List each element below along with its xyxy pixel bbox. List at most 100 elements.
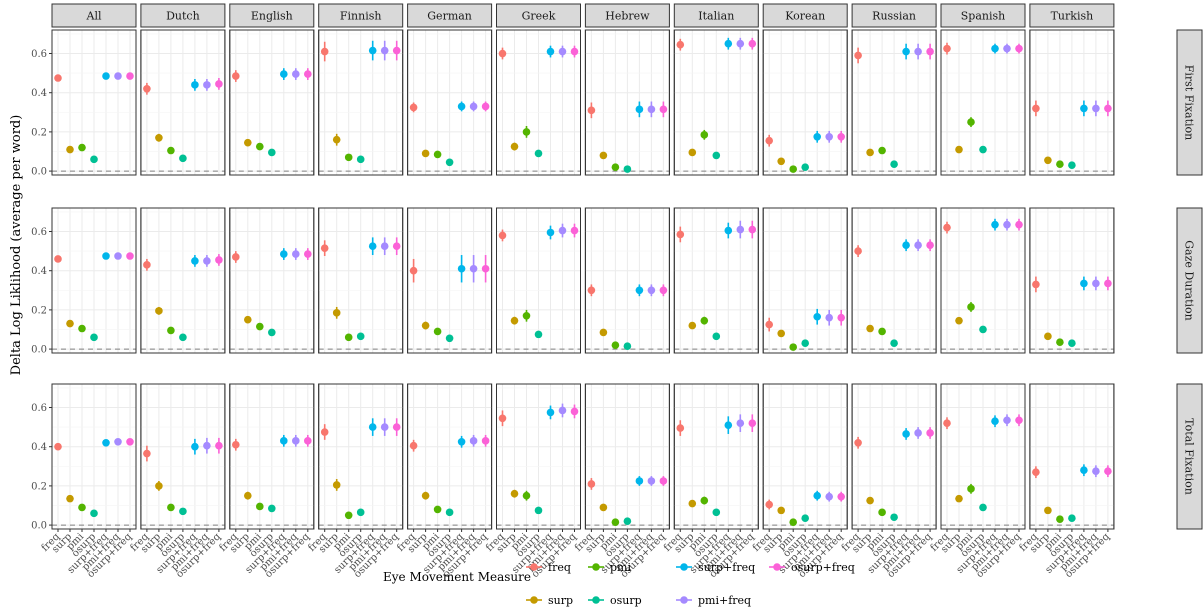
point-pmi-freq bbox=[469, 437, 478, 445]
y-tick-label: 0.4 bbox=[31, 442, 47, 453]
point-osurp bbox=[890, 160, 898, 169]
strip-label: Greek bbox=[522, 10, 556, 23]
point-freq bbox=[943, 223, 951, 232]
panel-border bbox=[407, 29, 493, 176]
point-surp-freq bbox=[102, 72, 110, 80]
gridlines bbox=[318, 384, 403, 529]
y-tick-label: 0.4 bbox=[31, 88, 47, 99]
point-pmi bbox=[789, 343, 797, 351]
point-freq bbox=[943, 419, 951, 427]
point-osurp bbox=[979, 145, 987, 154]
point-freq bbox=[854, 247, 862, 255]
y-tick-label: 0.2 bbox=[31, 305, 47, 316]
point-pmi-freq bbox=[380, 242, 389, 251]
y-tick-label: 0.0 bbox=[31, 345, 47, 356]
point-freq bbox=[320, 428, 329, 436]
point-freq bbox=[409, 266, 418, 275]
point-osurp-freq bbox=[926, 429, 934, 437]
point-surp-freq bbox=[991, 44, 999, 53]
point-pmi-freq bbox=[558, 226, 567, 235]
point-osurp-freq bbox=[481, 264, 490, 273]
gridlines bbox=[585, 30, 670, 175]
point-surp-freq bbox=[102, 252, 110, 260]
point-pmi bbox=[167, 326, 175, 335]
point-freq bbox=[409, 441, 418, 450]
strip-label: Finnish bbox=[340, 10, 382, 23]
point-surp bbox=[244, 491, 252, 500]
y-axis-title: Delta Log Liklihood (average per word) bbox=[9, 115, 24, 376]
panel-border bbox=[496, 207, 581, 354]
point-freq bbox=[676, 424, 685, 432]
legend-label: osurp+freq bbox=[791, 561, 855, 574]
point-freq bbox=[320, 47, 329, 56]
point-osurp bbox=[801, 514, 809, 523]
point-freq bbox=[54, 74, 62, 82]
point-surp bbox=[66, 494, 74, 503]
point-pmi-freq bbox=[558, 406, 567, 415]
strip-label: German bbox=[427, 10, 472, 23]
point-pmi bbox=[967, 485, 975, 493]
panel-gaze-duration-greek bbox=[496, 207, 581, 354]
point-pmi-freq bbox=[647, 105, 656, 114]
legend-item-freq: freq bbox=[526, 561, 571, 574]
point-osurp-freq bbox=[659, 477, 668, 485]
panel-border bbox=[1029, 207, 1115, 354]
point-freq bbox=[676, 230, 685, 239]
point-freq bbox=[143, 84, 151, 93]
legend-item-osurp-freq: osurp+freq bbox=[769, 561, 855, 574]
point-freq bbox=[854, 438, 862, 447]
point-osurp bbox=[179, 154, 187, 163]
point-surp-freq bbox=[457, 438, 466, 446]
point-freq bbox=[143, 449, 151, 458]
gridlines bbox=[674, 30, 759, 175]
point-pmi bbox=[344, 333, 353, 342]
point-pmi-freq bbox=[825, 132, 833, 141]
strip-label: Hebrew bbox=[605, 10, 650, 23]
strip-finnish: Finnish bbox=[318, 3, 404, 28]
point-surp bbox=[66, 145, 74, 154]
point-surp-freq bbox=[546, 408, 555, 417]
point-freq bbox=[232, 72, 240, 80]
panel-first-fixation-finnish bbox=[318, 29, 404, 176]
point-pmi bbox=[255, 142, 264, 151]
panel-border bbox=[762, 29, 848, 176]
point-osurp bbox=[712, 151, 721, 160]
strip-bg bbox=[1029, 3, 1115, 28]
point-surp-freq bbox=[635, 105, 644, 114]
point-pmi-freq bbox=[203, 441, 211, 450]
point-osurp-freq bbox=[837, 313, 845, 322]
panel-border bbox=[584, 29, 670, 176]
point-osurp-freq bbox=[304, 70, 312, 78]
point-surp-freq bbox=[102, 438, 110, 447]
legend-item-surp: surp bbox=[526, 594, 573, 607]
point-osurp bbox=[979, 325, 987, 334]
point-surp-freq bbox=[191, 257, 199, 265]
point-freq bbox=[765, 320, 773, 329]
point-surp-freq bbox=[724, 421, 733, 429]
point-pmi bbox=[1056, 160, 1064, 169]
point-surp-freq bbox=[457, 102, 466, 111]
panel-border bbox=[318, 207, 404, 354]
point-pmi bbox=[878, 146, 886, 155]
point-pmi bbox=[522, 311, 531, 320]
strip-first-fixation: First Fixation bbox=[1176, 29, 1203, 176]
x-axis-spanish: freqsurppmiosurpsurp+freqpmi+freqosurp+f… bbox=[929, 529, 1024, 580]
point-osurp bbox=[356, 332, 365, 341]
strip-bg bbox=[229, 3, 315, 28]
strip-greek: Greek bbox=[496, 3, 581, 28]
point-pmi-freq bbox=[736, 39, 745, 48]
legend-title: Eye Movement Measure bbox=[383, 570, 531, 584]
point-pmi-freq bbox=[469, 102, 478, 111]
point-surp-freq bbox=[902, 47, 910, 56]
point-surp bbox=[688, 321, 697, 330]
panel-border bbox=[407, 207, 493, 354]
point-osurp bbox=[623, 517, 632, 525]
point-surp-freq bbox=[724, 39, 733, 48]
panel-gaze-duration-russian bbox=[851, 207, 937, 354]
point-osurp-freq bbox=[304, 250, 312, 258]
point-osurp bbox=[90, 333, 98, 342]
point-pmi-freq bbox=[1003, 44, 1011, 53]
strip-label: English bbox=[251, 10, 293, 23]
gridlines bbox=[585, 208, 670, 353]
strip-bg bbox=[940, 3, 1026, 28]
